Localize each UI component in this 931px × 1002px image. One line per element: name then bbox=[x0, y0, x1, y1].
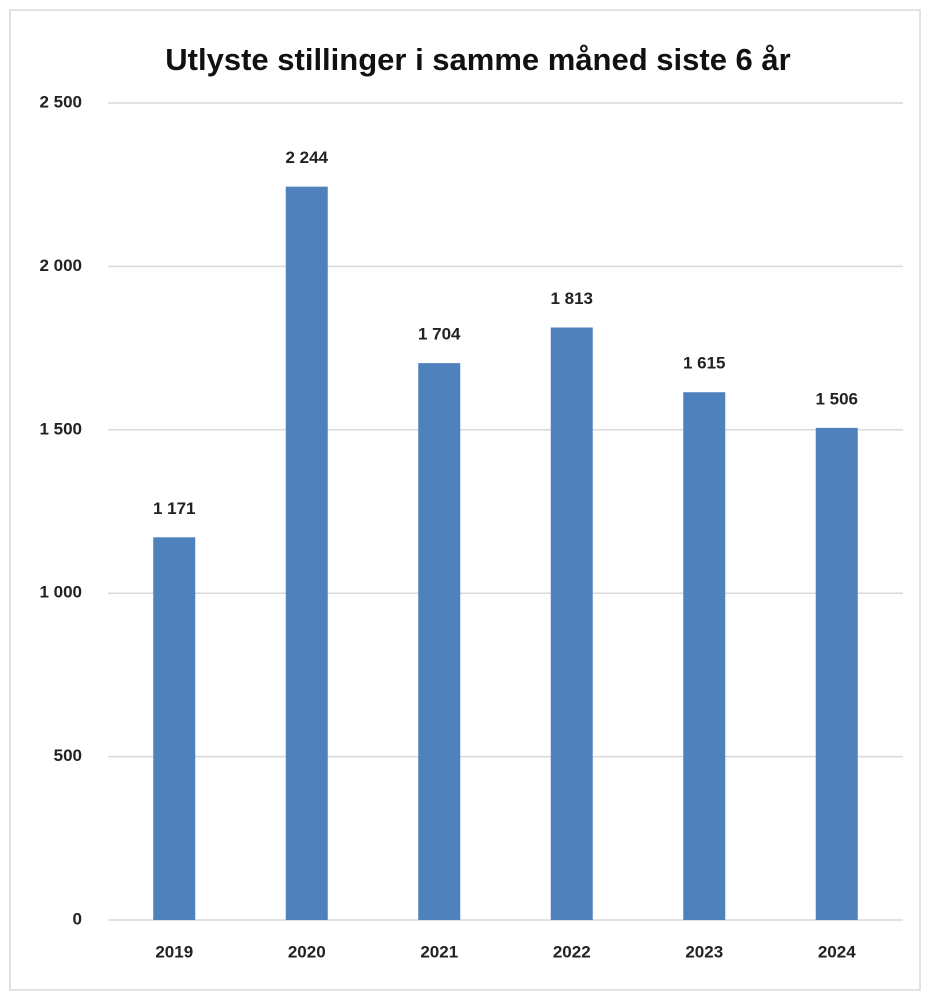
data-label: 1 704 bbox=[418, 325, 461, 344]
data-label: 1 813 bbox=[550, 289, 593, 308]
x-tick-label: 2021 bbox=[420, 942, 458, 961]
data-label: 1 171 bbox=[153, 499, 196, 518]
data-label: 1 506 bbox=[815, 389, 858, 408]
chart-title: Utlyste stillinger i samme måned siste 6… bbox=[165, 42, 790, 77]
y-tick-label: 500 bbox=[54, 746, 82, 765]
y-tick-label: 0 bbox=[73, 909, 82, 928]
x-tick-label: 2024 bbox=[818, 942, 856, 961]
bar bbox=[815, 427, 858, 920]
data-label: 2 244 bbox=[285, 148, 328, 167]
bar bbox=[550, 327, 593, 920]
y-tick-label: 1 000 bbox=[39, 583, 82, 602]
bar bbox=[683, 392, 726, 920]
y-tick-label: 2 500 bbox=[39, 92, 82, 111]
x-tick-label: 2022 bbox=[553, 942, 591, 961]
x-tick-label: 2023 bbox=[685, 942, 723, 961]
bar bbox=[285, 186, 328, 921]
y-tick-label: 1 500 bbox=[39, 419, 82, 438]
bar bbox=[153, 537, 196, 920]
data-label: 1 615 bbox=[683, 354, 726, 373]
x-tick-label: 2019 bbox=[155, 942, 193, 961]
chart-border bbox=[9, 9, 921, 991]
bar bbox=[418, 363, 461, 920]
x-tick-label: 2020 bbox=[288, 942, 326, 961]
y-tick-label: 2 000 bbox=[39, 256, 82, 275]
